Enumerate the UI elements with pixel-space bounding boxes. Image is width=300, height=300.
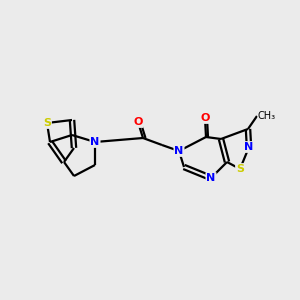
Text: N: N <box>90 137 100 147</box>
Text: O: O <box>133 117 143 127</box>
Text: CH₃: CH₃ <box>258 111 276 121</box>
Text: N: N <box>174 146 184 156</box>
Text: S: S <box>236 164 244 174</box>
Text: N: N <box>206 173 216 183</box>
Text: O: O <box>200 113 210 123</box>
Text: S: S <box>43 118 51 128</box>
Text: N: N <box>244 142 253 152</box>
